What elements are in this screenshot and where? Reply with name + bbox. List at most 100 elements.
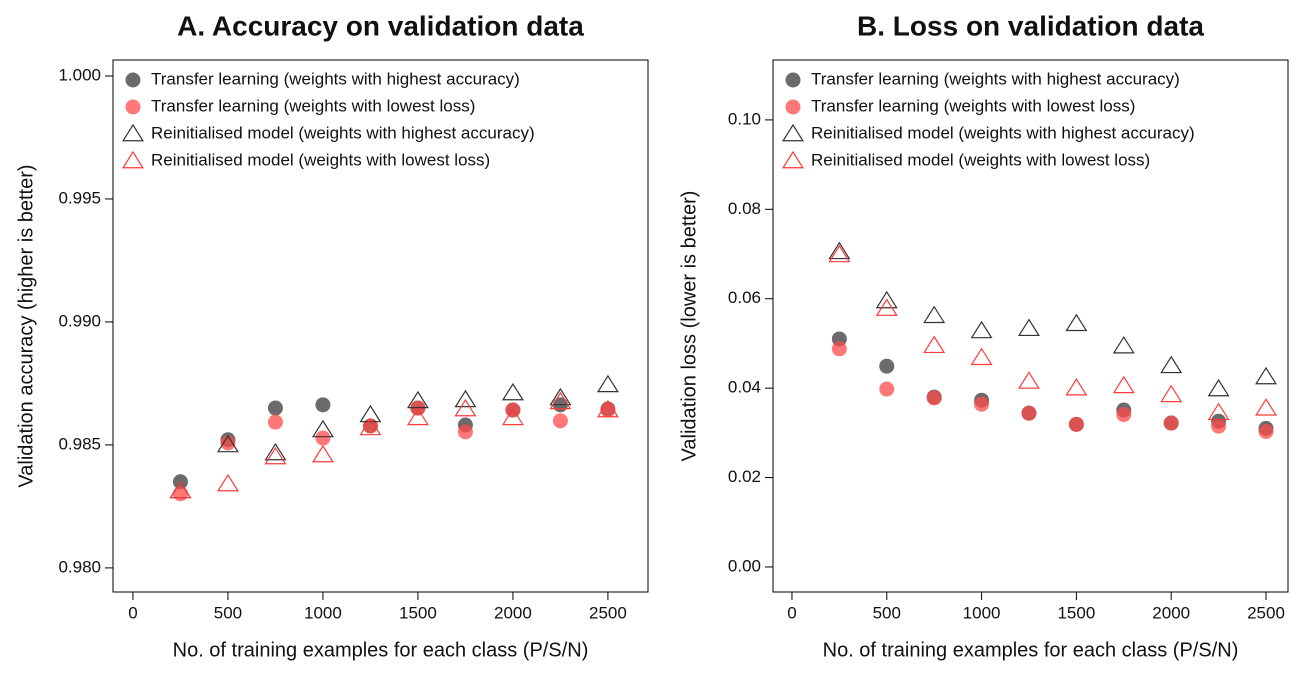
- data-point: [1255, 398, 1277, 416]
- x-tick-label: 1000: [963, 603, 1001, 622]
- y-axis-label: Validation accuracy (higher is better): [15, 164, 37, 487]
- data-point: [264, 442, 287, 461]
- data-point: [1207, 402, 1230, 421]
- data-point: [549, 387, 572, 406]
- y-tick-label: 0.02: [728, 467, 761, 486]
- legend-marker: [125, 72, 141, 88]
- x-tick-label: 2500: [1247, 603, 1285, 622]
- data-point: [828, 241, 851, 260]
- data-point: [1021, 405, 1037, 421]
- legend-marker: [785, 99, 801, 115]
- legend-marker: [125, 99, 141, 115]
- data-point: [264, 446, 287, 465]
- data-point: [1065, 313, 1088, 332]
- legend-marker: [122, 150, 144, 169]
- data-point: [879, 358, 895, 374]
- y-tick-label: 0.995: [58, 188, 101, 207]
- data-point: [549, 391, 572, 410]
- legend-label: Transfer learning (weights with lowest l…: [811, 96, 1135, 115]
- chart-title: A. Accuracy on validation data: [177, 10, 584, 41]
- data-point: [1112, 335, 1135, 354]
- y-axis-label: Validation loss (lower is better): [678, 191, 700, 462]
- y-tick-label: 0.10: [728, 109, 761, 128]
- data-point: [970, 320, 993, 339]
- data-point: [359, 404, 382, 423]
- legend-label: Reinitialised model (weights with highes…: [811, 123, 1195, 142]
- data-point: [505, 402, 521, 418]
- data-point: [923, 335, 946, 354]
- data-point: [875, 290, 898, 309]
- data-point: [1068, 416, 1084, 432]
- data-point: [216, 473, 239, 492]
- data-point: [501, 382, 524, 401]
- data-point: [216, 434, 239, 453]
- legend-label: Transfer learning (weights with highest …: [151, 69, 520, 88]
- legend-label: Reinitialised model (weights with lowest…: [811, 150, 1150, 169]
- legend-label: Transfer learning (weights with highest …: [811, 69, 1180, 88]
- data-point: [974, 396, 990, 412]
- data-point: [315, 397, 331, 413]
- x-tick-label: 2000: [494, 603, 532, 622]
- data-point: [1160, 384, 1183, 403]
- data-point: [454, 389, 477, 408]
- data-point: [1207, 378, 1230, 397]
- data-point: [1017, 371, 1040, 389]
- data-point: [1163, 415, 1179, 431]
- data-point: [457, 424, 473, 440]
- y-tick-label: 0.990: [58, 311, 101, 330]
- y-tick-label: 0.00: [728, 556, 761, 575]
- data-point: [1112, 375, 1135, 394]
- data-point: [831, 341, 847, 357]
- data-point: [169, 480, 192, 499]
- y-tick-label: 0.06: [728, 288, 761, 307]
- x-tick-label: 2000: [1152, 603, 1190, 622]
- data-point: [311, 419, 334, 438]
- x-tick-label: 1500: [399, 603, 437, 622]
- data-point: [552, 413, 568, 429]
- y-tick-label: 0.985: [58, 434, 101, 453]
- plot-frame: [112, 59, 649, 593]
- data-point: [315, 430, 331, 446]
- legend-label: Reinitialised model (weights with lowest…: [151, 150, 490, 169]
- legend-marker: [782, 150, 804, 169]
- data-point: [1258, 424, 1274, 440]
- data-point: [879, 381, 895, 397]
- data-point: [267, 414, 283, 430]
- legend-label: Reinitialised model (weights with highes…: [151, 123, 535, 142]
- data-point: [311, 444, 334, 463]
- data-point: [926, 390, 942, 406]
- legend-marker: [782, 123, 804, 142]
- x-tick-label: 500: [214, 603, 242, 622]
- x-tick-label: 1500: [1057, 603, 1095, 622]
- x-tick-label: 0: [787, 603, 796, 622]
- data-point: [406, 390, 429, 409]
- data-point: [172, 486, 188, 502]
- x-tick-label: 500: [873, 603, 901, 622]
- data-point: [1017, 318, 1040, 337]
- data-point: [596, 399, 619, 418]
- x-tick-label: 1000: [304, 603, 342, 622]
- legend-marker: [785, 72, 801, 88]
- y-tick-label: 0.04: [728, 378, 761, 397]
- data-point: [220, 435, 236, 451]
- data-point: [1160, 355, 1183, 374]
- data-point: [406, 407, 429, 426]
- data-point: [501, 407, 524, 426]
- data-point: [1065, 378, 1088, 396]
- data-point: [454, 398, 477, 417]
- x-axis-label: No. of training examples for each class …: [173, 639, 589, 661]
- y-tick-label: 1.000: [58, 65, 101, 84]
- data-point: [596, 374, 619, 393]
- data-point: [828, 244, 851, 263]
- data-point: [970, 347, 993, 366]
- x-axis-label: No. of training examples for each class …: [823, 639, 1239, 661]
- data-point: [1255, 366, 1277, 385]
- data-point: [1211, 418, 1227, 434]
- data-point: [1116, 407, 1132, 423]
- legend-label: Transfer learning (weights with lowest l…: [151, 96, 475, 115]
- data-point: [923, 305, 946, 324]
- legend-marker: [122, 123, 144, 142]
- data-point: [267, 400, 283, 416]
- data-point: [875, 298, 898, 316]
